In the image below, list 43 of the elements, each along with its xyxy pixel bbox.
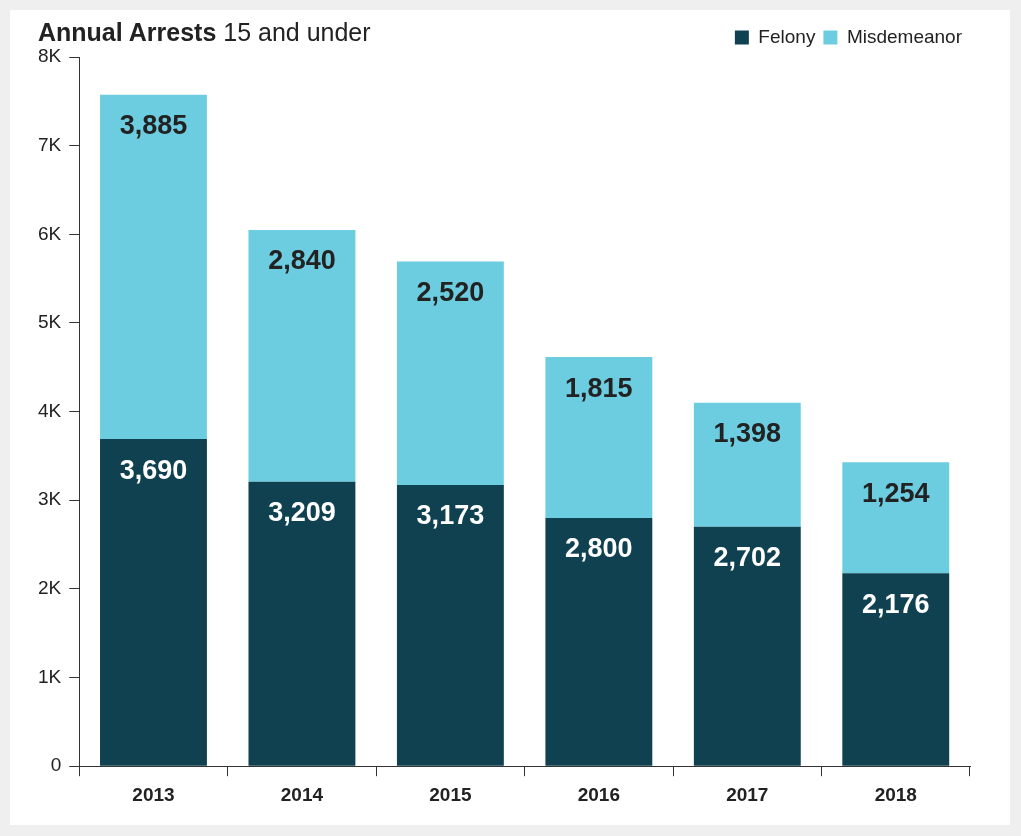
bar: [396, 261, 504, 485]
bar: [545, 357, 653, 518]
data-label: 3,885: [119, 110, 188, 141]
data-label: 3,173: [416, 500, 485, 531]
y-tick-label: 1K: [37, 665, 62, 687]
bar: [842, 573, 950, 766]
data-label: 2,520: [416, 276, 485, 307]
y-tick-label: 2K: [37, 577, 62, 599]
y-tick-label: 7K: [37, 133, 62, 155]
legend-label: Misdemeanor: [846, 25, 963, 47]
bar: [693, 402, 801, 527]
data-label: 3,690: [119, 454, 188, 485]
x-tick-label: 2013: [132, 783, 175, 805]
data-label: 2,800: [565, 533, 633, 564]
chart-subtitle: 15 and under: [223, 18, 371, 46]
data-label: 1,398: [713, 418, 782, 449]
x-tick-label: 2015: [429, 783, 472, 805]
bar: [842, 462, 950, 574]
bar: [396, 484, 504, 766]
y-tick-label: 4K: [37, 399, 62, 421]
y-tick-label: 0: [50, 754, 62, 776]
bar: [100, 439, 207, 766]
x-tick-label: 2017: [726, 783, 769, 805]
chart-title: Annual Arrests: [38, 18, 217, 46]
y-tick-label: 5K: [37, 311, 62, 333]
data-label: 1,254: [861, 477, 930, 508]
x-tick-label: 2016: [577, 783, 620, 805]
y-tick-label: 8K: [37, 45, 62, 67]
y-tick-label: 3K: [37, 488, 62, 510]
x-tick-label: 2018: [874, 783, 917, 805]
bar: [693, 526, 801, 766]
x-tick-label: 2014: [280, 783, 324, 805]
bar: [248, 481, 356, 766]
data-label: 3,209: [268, 497, 336, 528]
data-label: 2,702: [713, 542, 782, 573]
bar: [248, 229, 356, 482]
data-label: 1,815: [565, 372, 633, 403]
y-tick-label: 6K: [37, 222, 62, 244]
bar: [545, 517, 653, 766]
bar: [100, 94, 207, 440]
data-label: 2,840: [268, 245, 336, 276]
data-label: 2,176: [861, 588, 930, 619]
legend-label: Felony: [758, 25, 816, 47]
